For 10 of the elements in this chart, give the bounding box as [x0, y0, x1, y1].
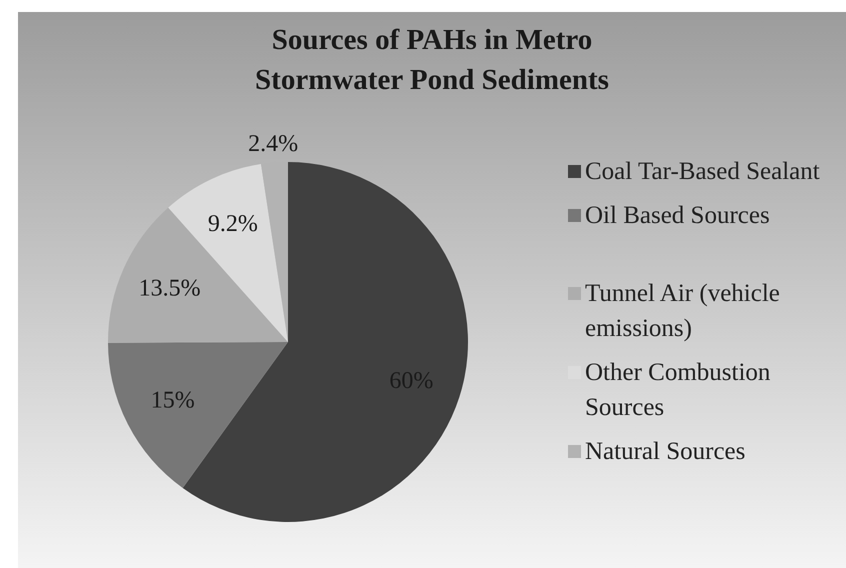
legend-label: Coal Tar-Based Sealant: [585, 157, 820, 187]
data-label: 9.2%: [208, 211, 258, 238]
legend-label: Natural Sources: [585, 437, 746, 467]
legend-label: Other Combustion Sources: [585, 358, 772, 423]
chart-title: Sources of PAHs in Metro Stormwater Pond Sediments: [254, 23, 610, 98]
legend-label: Oil Based Sources: [585, 201, 770, 231]
legend-label: Tunnel Air (vehicle emissions): [585, 279, 781, 344]
data-label: 13.5%: [138, 276, 201, 302]
data-label: 2.4%: [248, 130, 298, 157]
data-label: 15%: [150, 388, 195, 414]
